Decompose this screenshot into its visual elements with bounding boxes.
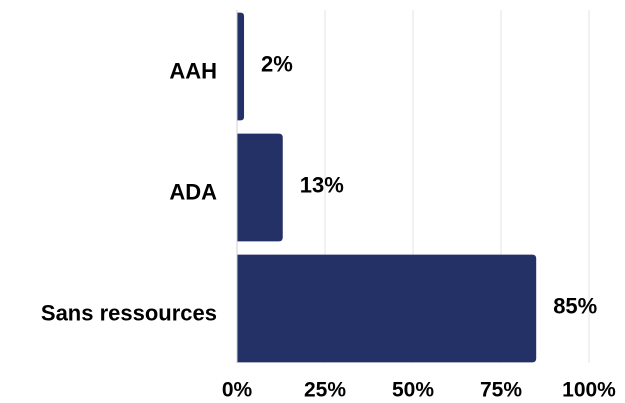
bar: [237, 12, 245, 121]
bar: [237, 254, 537, 363]
x-tick-label: 50%: [392, 379, 434, 402]
y-tick-label: Sans ressources: [41, 300, 217, 325]
x-tick-label: 100%: [562, 379, 616, 402]
bar: [237, 133, 283, 242]
y-tick-label: ADA: [169, 179, 217, 204]
value-label: 85%: [553, 293, 597, 318]
value-label: 13%: [300, 172, 344, 197]
x-tick-label: 0%: [222, 379, 253, 402]
value-label: 2%: [261, 51, 293, 76]
y-tick-label: AAH: [169, 58, 217, 83]
x-tick-label: 75%: [480, 379, 522, 402]
x-tick-label: 25%: [304, 379, 346, 402]
